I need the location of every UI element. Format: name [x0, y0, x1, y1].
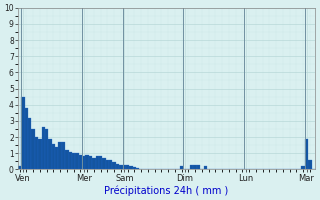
- Bar: [136, 168, 140, 169]
- Bar: [85, 155, 89, 169]
- Bar: [301, 166, 305, 169]
- Bar: [21, 97, 25, 169]
- Bar: [96, 156, 99, 169]
- Bar: [180, 166, 183, 169]
- Bar: [59, 142, 62, 169]
- Bar: [45, 129, 48, 169]
- Bar: [35, 137, 38, 169]
- Bar: [42, 127, 45, 169]
- Bar: [62, 142, 65, 169]
- Bar: [119, 165, 123, 169]
- Bar: [25, 108, 28, 169]
- Bar: [31, 129, 35, 169]
- Bar: [129, 166, 133, 169]
- Bar: [55, 147, 59, 169]
- Bar: [190, 165, 194, 169]
- Bar: [99, 156, 102, 169]
- Bar: [68, 152, 72, 169]
- Bar: [109, 160, 112, 169]
- Bar: [123, 165, 126, 169]
- Bar: [126, 165, 129, 169]
- Bar: [18, 166, 21, 169]
- Bar: [48, 139, 52, 169]
- Bar: [308, 160, 312, 169]
- Bar: [75, 153, 79, 169]
- Bar: [106, 160, 109, 169]
- Bar: [65, 150, 68, 169]
- Bar: [28, 118, 31, 169]
- Bar: [82, 156, 85, 169]
- Bar: [112, 162, 116, 169]
- Bar: [89, 156, 92, 169]
- Bar: [194, 165, 197, 169]
- Bar: [72, 153, 75, 169]
- Bar: [79, 155, 82, 169]
- Bar: [52, 144, 55, 169]
- Bar: [102, 158, 106, 169]
- Bar: [38, 139, 42, 169]
- X-axis label: Précipitations 24h ( mm ): Précipitations 24h ( mm ): [104, 185, 228, 196]
- Bar: [204, 166, 207, 169]
- Bar: [197, 165, 200, 169]
- Bar: [133, 167, 136, 169]
- Bar: [305, 139, 308, 169]
- Bar: [92, 158, 96, 169]
- Bar: [116, 164, 119, 169]
